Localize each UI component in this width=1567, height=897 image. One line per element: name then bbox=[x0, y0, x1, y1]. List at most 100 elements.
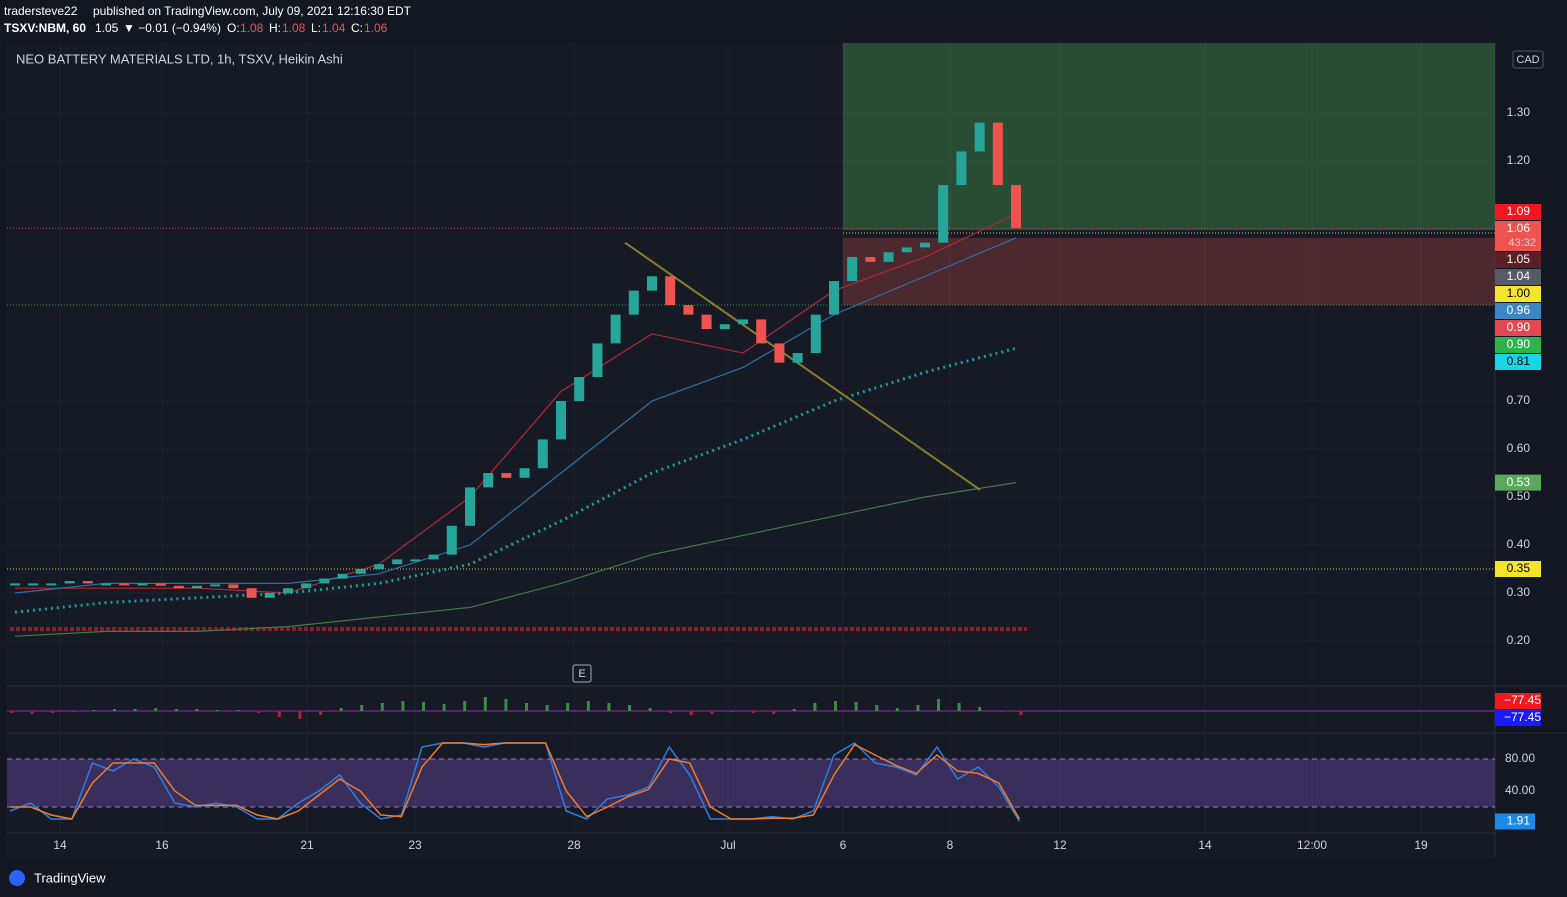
candle bbox=[501, 473, 512, 478]
histogram-bar bbox=[483, 697, 487, 711]
x-tick-label: 6 bbox=[840, 838, 847, 852]
candle bbox=[938, 185, 949, 243]
y-tick-label: 1.30 bbox=[1507, 105, 1531, 119]
price-badge-label: 0.96 bbox=[1507, 303, 1531, 317]
target-zone bbox=[843, 43, 1495, 231]
author-label: tradersteve22 bbox=[4, 4, 78, 18]
histogram-bar bbox=[113, 709, 116, 711]
histogram-bar bbox=[422, 702, 425, 711]
published: published on TradingView.com, July 09, 2… bbox=[93, 4, 412, 18]
y-tick-label: 0.40 bbox=[1507, 537, 1531, 551]
candle bbox=[628, 290, 639, 315]
histogram-bar bbox=[525, 703, 528, 711]
candle bbox=[264, 593, 275, 598]
x-tick-label: 23 bbox=[408, 838, 422, 852]
x-tick-label: 21 bbox=[300, 838, 314, 852]
x-tick-label: 28 bbox=[567, 838, 581, 852]
histogram-bar bbox=[51, 711, 55, 713]
candle bbox=[574, 377, 585, 402]
price-badge bbox=[1495, 252, 1541, 268]
histogram-bar bbox=[154, 708, 158, 711]
histogram-bar bbox=[463, 701, 467, 711]
trendline bbox=[624, 241, 981, 491]
histogram-bar bbox=[174, 709, 178, 711]
candle bbox=[10, 583, 20, 586]
price-badge bbox=[1495, 303, 1541, 319]
histogram-bar bbox=[586, 701, 590, 711]
candle bbox=[337, 573, 348, 579]
histogram-bar bbox=[937, 699, 940, 711]
histogram-bar bbox=[133, 709, 137, 711]
ohlc-value: 1.08 bbox=[240, 21, 264, 35]
price-badge-label: 0.81 bbox=[1507, 354, 1531, 368]
candle bbox=[82, 581, 93, 584]
last-price: 1.05 bbox=[95, 21, 119, 35]
candle bbox=[920, 242, 930, 248]
x-tick-label: 12 bbox=[1053, 838, 1067, 852]
indicator-badge-label: −77.45 bbox=[1504, 693, 1541, 707]
histogram-bar bbox=[731, 711, 734, 712]
indicator-badge bbox=[1495, 710, 1541, 726]
candle bbox=[701, 314, 712, 330]
histogram-bar bbox=[30, 711, 34, 714]
ohlc-value: 1.04 bbox=[322, 21, 346, 35]
histogram-bar bbox=[360, 705, 364, 711]
candle bbox=[283, 588, 293, 594]
candle bbox=[483, 473, 494, 488]
price-badge-label: 0.35 bbox=[1507, 561, 1531, 575]
candle bbox=[319, 578, 330, 584]
candle bbox=[228, 584, 239, 589]
candle bbox=[665, 276, 676, 306]
histogram-bar bbox=[648, 708, 652, 711]
histogram-bar bbox=[92, 710, 96, 711]
histogram-bar bbox=[71, 711, 75, 712]
candle bbox=[246, 588, 257, 598]
price-badge bbox=[1495, 337, 1541, 353]
candle bbox=[374, 564, 384, 570]
histogram-bar bbox=[1019, 711, 1023, 715]
price-badge-label: 1.06 bbox=[1507, 221, 1531, 235]
badge-countdown: 43:32 bbox=[1508, 237, 1536, 249]
candle bbox=[1011, 185, 1021, 229]
histogram-bar bbox=[442, 704, 446, 711]
price-badge-label: 1.00 bbox=[1507, 286, 1531, 300]
y-tick-label: 40.00 bbox=[1505, 783, 1535, 797]
candle bbox=[847, 257, 858, 282]
candle bbox=[537, 439, 548, 469]
candle bbox=[519, 468, 530, 478]
earnings-marker[interactable]: E bbox=[578, 668, 585, 680]
x-tick-label: 14 bbox=[1198, 838, 1212, 852]
stop-zone bbox=[843, 237, 1495, 306]
histogram-bar bbox=[236, 710, 240, 711]
candle bbox=[719, 324, 730, 330]
ohlc-value: 1.06 bbox=[364, 21, 388, 35]
candle bbox=[901, 247, 912, 253]
histogram-bar bbox=[998, 711, 1002, 712]
stoch-band bbox=[7, 759, 1495, 807]
price-badge-label: 0.90 bbox=[1507, 337, 1531, 351]
histogram-bar bbox=[10, 711, 13, 713]
candle bbox=[101, 583, 111, 586]
currency: CAD bbox=[1516, 54, 1539, 66]
symbol: TSXV:NBM, 60 bbox=[4, 21, 86, 35]
x-tick-label: 16 bbox=[155, 838, 169, 852]
x-tick-label: 12:00 bbox=[1297, 838, 1327, 852]
histogram-bar bbox=[566, 703, 570, 711]
price-badge bbox=[1495, 320, 1541, 336]
ohlc-label: H: bbox=[269, 21, 281, 35]
price-badge bbox=[1495, 561, 1541, 578]
logo bbox=[9, 870, 25, 886]
candle bbox=[137, 583, 148, 586]
chart-area bbox=[7, 43, 1495, 858]
stoch-line bbox=[10, 742, 1021, 820]
candle bbox=[647, 276, 657, 291]
candle bbox=[756, 319, 767, 344]
earnings-box[interactable] bbox=[572, 664, 592, 683]
candle bbox=[829, 281, 839, 315]
candle bbox=[428, 554, 439, 560]
candle bbox=[556, 401, 566, 440]
legend: NEO BATTERY MATERIALS LTD, 1h, TSXV, Hei… bbox=[16, 51, 343, 66]
y-tick-label: 0.60 bbox=[1507, 441, 1531, 455]
histogram-bar bbox=[504, 699, 508, 711]
